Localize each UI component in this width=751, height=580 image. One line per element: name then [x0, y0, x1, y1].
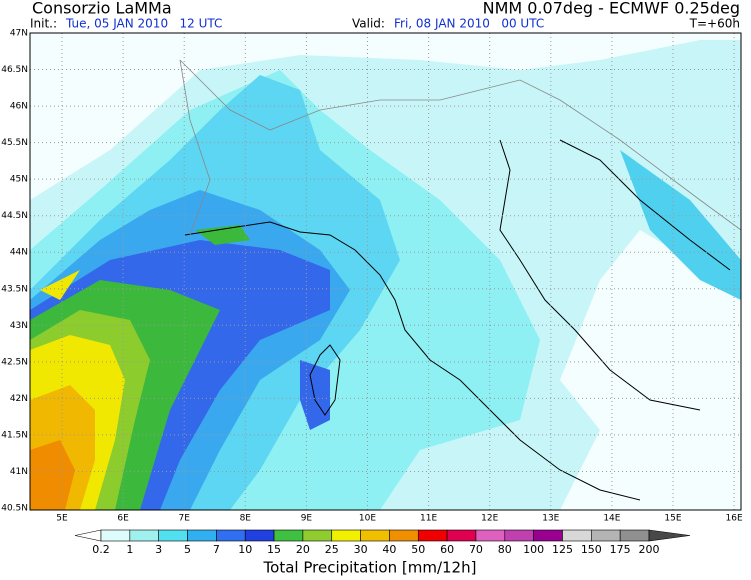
lon-label: 9E — [301, 514, 313, 524]
colorbar-label: 10 — [238, 543, 252, 556]
model: NMM 0.07deg - ECMWF 0.25deg — [483, 0, 740, 18]
colorbar-label: 175 — [610, 543, 631, 556]
lon-label: 14E — [603, 514, 620, 524]
lat-label: 40.5N — [1, 504, 28, 514]
colorbar-label: 20 — [296, 543, 310, 556]
lat-label: 41N — [10, 467, 28, 477]
colorbar: 0.2 1 3 5 7 10 15 20 25 30 40 50 60 70 80 100 125 150 175 2… — [74, 529, 691, 556]
lon-label: 15E — [664, 514, 681, 524]
lat-label: 45N — [10, 175, 28, 185]
colorbar-label: 50 — [411, 543, 425, 556]
colorbar-box — [389, 529, 419, 542]
lon-label: 13E — [542, 514, 559, 524]
colorbar-box — [331, 529, 361, 542]
coastlines — [184, 139, 731, 501]
valid-label: Valid: — [352, 17, 385, 31]
colorbar-box — [619, 529, 650, 542]
init-time: Tue, 05 JAN 2010 12 UTC — [65, 17, 222, 31]
colorbar-label: 25 — [325, 543, 339, 556]
colorbar-label: 7 — [213, 543, 220, 556]
colorbar-box — [302, 529, 333, 542]
colorbar-label: 3 — [155, 543, 162, 556]
colorbar-box — [475, 529, 506, 542]
colorbar-box — [360, 529, 390, 542]
colorbar-box — [591, 529, 621, 542]
lat-label: 45.5N — [1, 138, 28, 148]
colorbar-label: 0.2 — [92, 543, 110, 556]
lon-label: 12E — [481, 514, 498, 524]
lon-label: 6E — [117, 514, 129, 524]
colorbar-label: 5 — [184, 543, 191, 556]
colorbar-label: 100 — [523, 543, 544, 556]
colorbar-label: 200 — [639, 543, 660, 556]
lat-label: 44N — [10, 248, 28, 258]
colorbar-box — [562, 529, 592, 542]
colorbar-label: 1 — [126, 543, 133, 556]
lat-label: 46.5N — [1, 65, 28, 75]
lat-label: 47N — [10, 29, 28, 39]
lat-label: 43N — [10, 321, 28, 331]
colorbar-box — [129, 529, 159, 542]
init-label: Init.: — [30, 17, 57, 31]
lat-label: 42.5N — [1, 357, 28, 367]
lon-label: 8E — [240, 514, 252, 524]
colorbar-box — [504, 529, 534, 542]
colorbar-label: 60 — [440, 543, 454, 556]
colorbar-title: Total Precipitation [mm/12h] — [263, 559, 477, 577]
lon-label: 10E — [359, 514, 376, 524]
lat-label: 46N — [10, 102, 28, 112]
lead-time: T=+60h — [689, 17, 740, 31]
colorbar-box — [417, 529, 448, 542]
colorbar-label: 125 — [552, 543, 573, 556]
colorbar-label: 80 — [498, 543, 512, 556]
lat-label: 43.5N — [1, 284, 28, 294]
colorbar-arrow — [648, 529, 691, 542]
lon-label: 11E — [420, 514, 437, 524]
colorbar-arrow — [74, 529, 102, 542]
lon-label: 7E — [178, 514, 190, 524]
colorbar-box — [158, 529, 188, 542]
graticule: 47N 46.5N 46N 45.5N 45N 44.5N 44N 43.5N 43N 42.5N… — [1, 29, 743, 524]
lat-label: 42N — [10, 394, 28, 404]
source: Consorzio LaMMa — [32, 0, 172, 18]
lat-label: 44.5N — [1, 211, 28, 221]
colorbar-box — [187, 529, 217, 542]
colorbar-box — [446, 529, 477, 542]
valid-time: Fri, 08 JAN 2010 00 UTC — [394, 17, 544, 31]
colorbar-label: 70 — [469, 543, 483, 556]
colorbar-label: 15 — [267, 543, 281, 556]
map-frame — [29, 32, 742, 511]
lon-label: 16E — [726, 514, 743, 524]
colorbar-box — [533, 529, 563, 542]
colorbar-label: 40 — [382, 543, 396, 556]
colorbar-box — [100, 529, 131, 542]
colorbar-box — [273, 529, 304, 542]
colorbar-label: 150 — [581, 543, 602, 556]
lat-label: 41.5N — [1, 430, 28, 440]
borders — [179, 59, 742, 236]
colorbar-box — [216, 529, 246, 542]
lon-label: 5E — [56, 514, 68, 524]
precip-field — [30, 33, 741, 510]
colorbar-label: 30 — [354, 543, 368, 556]
colorbar-box — [244, 529, 275, 542]
